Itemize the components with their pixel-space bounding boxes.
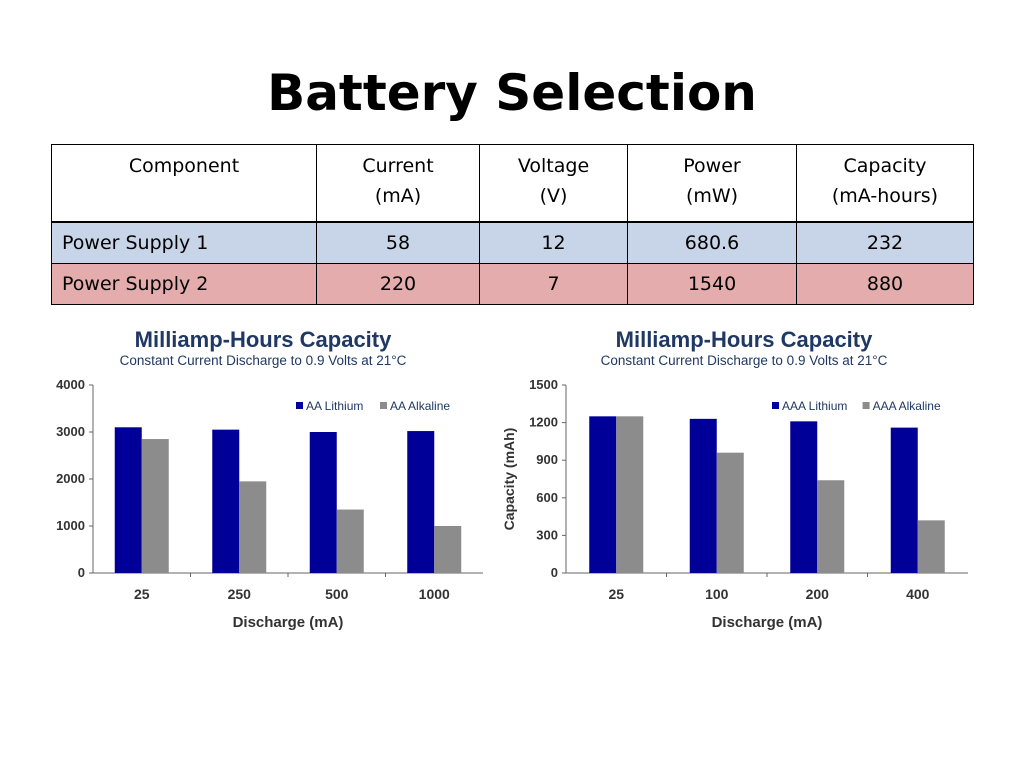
header-unit: (mW)	[685, 185, 739, 207]
y-tick-label: 300	[536, 527, 558, 542]
bar-aa-alkaline	[336, 509, 364, 573]
table-cell: 220	[316, 263, 480, 305]
bar-aaa-lithium	[589, 416, 617, 573]
y-tick-label: 4000	[56, 377, 85, 392]
x-tick-label: 400	[906, 586, 930, 602]
legend-entry: AA Lithium	[306, 399, 363, 413]
bar-aaa-lithium	[689, 418, 717, 573]
bar-aaa-alkaline	[716, 452, 744, 573]
header-voltage: Voltage (V)	[479, 144, 628, 223]
header-unit: (mA)	[374, 185, 422, 207]
x-tick-label: 250	[228, 586, 252, 602]
x-tick-label: 500	[325, 586, 349, 602]
x-axis-label: Discharge (mA)	[233, 614, 344, 631]
legend-swatch	[380, 402, 387, 409]
legend-swatch	[296, 402, 303, 409]
header-line: Capacity	[843, 155, 927, 177]
table-cell: 1540	[627, 263, 797, 305]
x-tick-label: 100	[705, 586, 729, 602]
bar-aa-lithium	[212, 429, 240, 573]
header-component: Component	[51, 144, 317, 223]
table-header-row: Component Current (mA) Voltage (V) Power…	[51, 144, 974, 223]
header-line: Component	[128, 155, 240, 177]
y-tick-label: 600	[536, 490, 558, 505]
legend-swatch	[862, 402, 870, 409]
table-cell: 7	[479, 263, 628, 305]
y-tick-label: 900	[536, 452, 558, 467]
chart-title: Milliamp-Hours Capacity	[616, 327, 873, 352]
x-tick-label: 25	[134, 586, 150, 602]
bar-aa-lithium	[309, 432, 337, 573]
y-tick-label: 1500	[529, 377, 558, 392]
header-current: Current (mA)	[316, 144, 480, 223]
chart-subtitle: Constant Current Discharge to 0.9 Volts …	[120, 353, 407, 368]
bar-aaa-alkaline	[917, 520, 945, 573]
battery-table: Component Current (mA) Voltage (V) Power…	[51, 144, 974, 305]
bar-aa-lithium	[114, 427, 142, 573]
bar-aaa-alkaline	[817, 480, 845, 573]
y-tick-label: 0	[551, 565, 558, 580]
bar-aaa-alkaline	[616, 416, 644, 573]
bar-aaa-lithium	[890, 427, 918, 573]
x-tick-label: 25	[608, 586, 624, 602]
bar-aa-alkaline	[239, 481, 267, 573]
legend-entry: AAA Lithium	[782, 399, 847, 413]
bar-aa-lithium	[407, 431, 435, 573]
y-tick-label: 0	[78, 565, 85, 580]
table-cell: 880	[796, 263, 974, 305]
y-tick-label: 1000	[56, 518, 85, 533]
header-line: Voltage	[517, 155, 590, 177]
table-cell: 680.6	[627, 221, 797, 264]
table-cell: 12	[479, 221, 628, 264]
slide-title: Battery Selection	[267, 64, 757, 122]
header-unit: (V)	[539, 185, 568, 207]
y-tick-label: 3000	[56, 424, 85, 439]
table-cell: Power Supply 1	[51, 221, 317, 264]
legend-swatch	[772, 402, 779, 409]
header-unit: (mA-hours)	[831, 185, 939, 207]
table-cell: 58	[316, 221, 480, 264]
y-tick-label: 1200	[529, 415, 558, 430]
legend-entry: AAA Alkaline	[873, 399, 941, 413]
bar-aa-alkaline	[141, 439, 169, 573]
chart-title: Milliamp-Hours Capacity	[135, 327, 392, 352]
x-axis-label: Discharge (mA)	[712, 614, 823, 631]
y-tick-label: 2000	[56, 471, 85, 486]
legend-entry: AA Alkaline	[390, 399, 450, 413]
chart-subtitle: Constant Current Discharge to 0.9 Volts …	[601, 353, 888, 368]
bar-aa-alkaline	[434, 526, 462, 573]
x-tick-label: 200	[806, 586, 830, 602]
table-cell: Power Supply 2	[51, 263, 317, 305]
y-axis-label: Capacity (mAh)	[501, 428, 517, 531]
header-capacity: Capacity (mA-hours)	[796, 144, 974, 223]
table-cell: 232	[796, 221, 974, 264]
table-row: Power Supply 2 220 7 1540 880	[51, 263, 974, 305]
x-tick-label: 1000	[419, 586, 450, 602]
header-line: Current	[362, 155, 434, 177]
table-row: Power Supply 1 58 12 680.6 232	[51, 221, 974, 264]
bar-aaa-lithium	[790, 421, 818, 573]
header-power: Power (mW)	[627, 144, 797, 223]
header-line: Power	[683, 155, 741, 177]
